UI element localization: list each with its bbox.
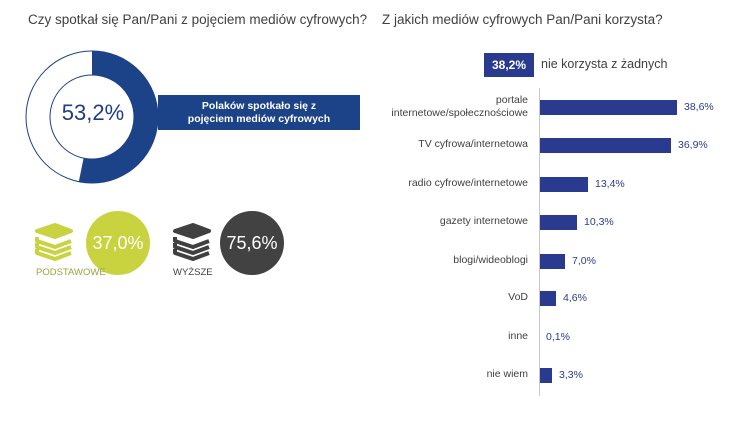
- edu-basic-value: 37,0%: [92, 232, 144, 253]
- bar: [540, 215, 577, 230]
- bar-label-line2: internetowe/społecznościowe: [391, 107, 528, 119]
- chart-axis: [539, 88, 540, 396]
- bar-label-line1: inne: [508, 330, 528, 342]
- edu-basic-label: PODSTAWOWE: [36, 267, 106, 278]
- bar-value-label: 36,9%: [678, 139, 708, 151]
- bar-category-label: gazety internetowe: [440, 215, 528, 228]
- bar-value-label: 4,6%: [563, 292, 587, 304]
- bar-value-label: 7,0%: [572, 255, 596, 267]
- bar: [540, 368, 552, 383]
- bar-category-label: VoD: [508, 291, 528, 304]
- edu-basic-circle: 37,0%: [86, 211, 150, 275]
- books-icon: [35, 223, 73, 261]
- bar-label-line1: TV cyfrowa/internetowa: [418, 138, 528, 150]
- bar-category-label: inne: [508, 330, 528, 343]
- bar-label-line1: nie wiem: [486, 368, 528, 380]
- none-label: nie korzysta z żadnych: [541, 57, 668, 71]
- bar-label-line1: gazety internetowe: [439, 215, 528, 227]
- edu-higher-circle: 75,6%: [220, 211, 284, 275]
- books-icon: [173, 223, 211, 261]
- donut-center-value: 53,2%: [61, 100, 125, 125]
- bar: [540, 138, 671, 153]
- bar-value-label: 13,4%: [595, 178, 625, 190]
- bar-category-label: TV cyfrowa/internetowa: [418, 138, 528, 151]
- bar-label-line1: radio cyfrowe/internetowe: [408, 177, 528, 189]
- bar-label-line1: blogi/wideoblogi: [453, 254, 528, 266]
- bar-value-label: 3,3%: [559, 369, 583, 381]
- awareness-banner: Polaków spotkało się z pojęciem mediów c…: [158, 95, 360, 130]
- left-question-title: Czy spotkał się Pan/Pani z pojęciem medi…: [28, 12, 368, 27]
- bar-category-label: nie wiem: [487, 368, 528, 381]
- awareness-donut-chart: [25, 50, 159, 184]
- edu-higher-value: 75,6%: [226, 232, 278, 253]
- none-value-box: 38,2%: [484, 53, 534, 77]
- bar-label-line1: VoD: [508, 291, 528, 303]
- bar: [540, 100, 677, 115]
- bar-category-label: portale internetowe/społecznościowe: [391, 94, 528, 120]
- bar-label-line1: portale: [495, 94, 528, 106]
- bar-value-label: 10,3%: [584, 216, 614, 228]
- edu-higher-label: WYŻSZE: [173, 267, 213, 278]
- bar-category-label: blogi/wideoblogi: [453, 254, 528, 267]
- bar-value-label: 38,6%: [684, 101, 714, 113]
- bar-value-label: 0,1%: [546, 331, 570, 343]
- right-question-title: Z jakich mediów cyfrowych Pan/Pani korzy…: [382, 12, 663, 27]
- none-value: 38,2%: [491, 58, 527, 72]
- bar: [540, 177, 588, 192]
- bar-category-label: radio cyfrowe/internetowe: [408, 177, 528, 190]
- bar: [540, 254, 565, 269]
- bar: [540, 291, 556, 306]
- awareness-banner-text: Polaków spotkało się z pojęciem mediów c…: [187, 99, 331, 125]
